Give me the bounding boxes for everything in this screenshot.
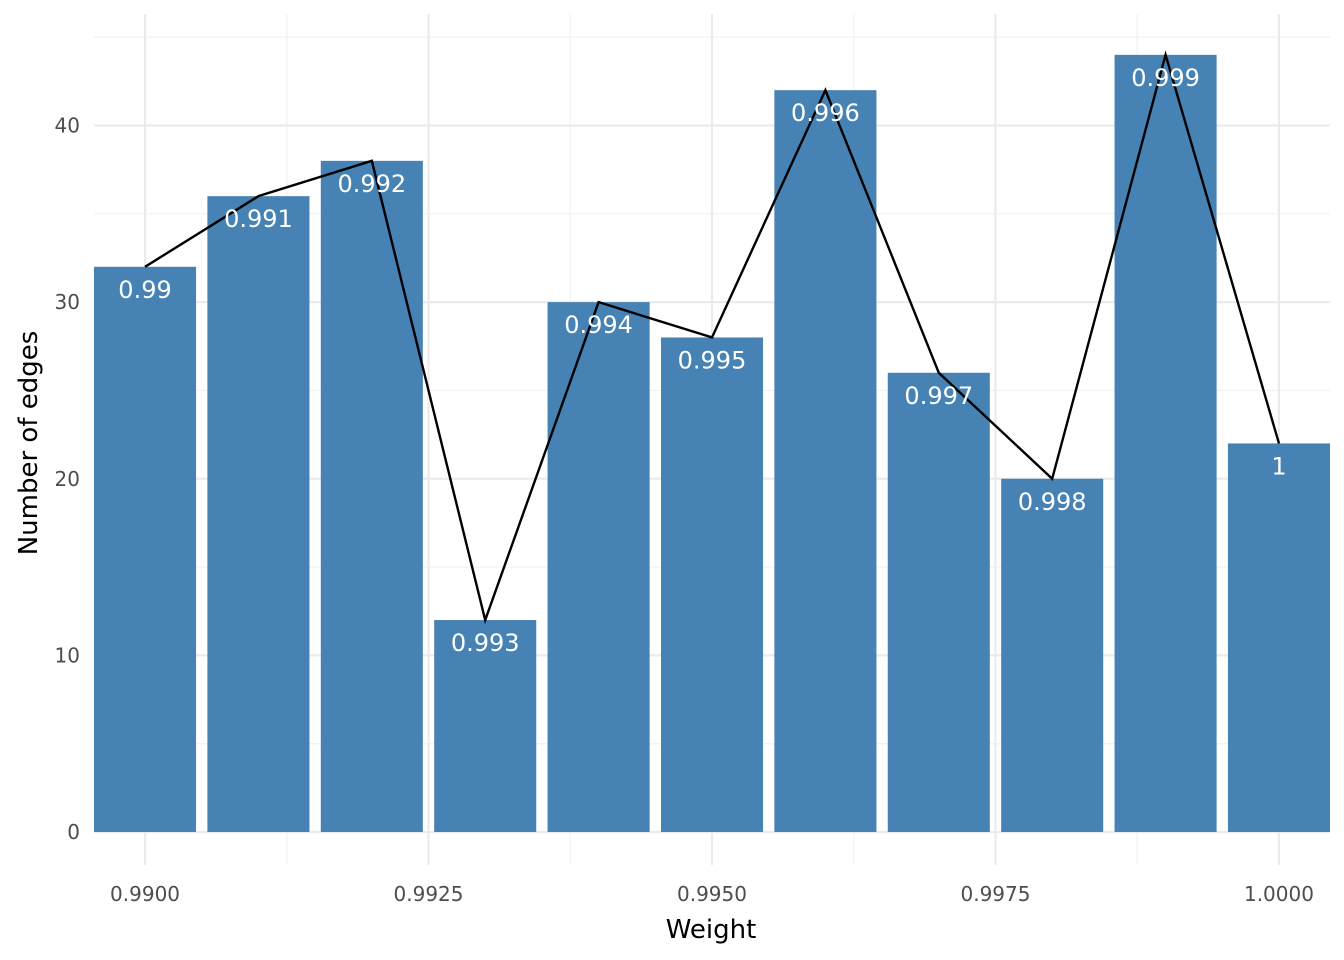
bar-label: 0.992 xyxy=(337,170,406,198)
trend-line-layer xyxy=(144,50,1281,625)
bar-label: 0.995 xyxy=(678,346,747,374)
bar-label: 0.999 xyxy=(1131,64,1200,92)
bar-label: 0.998 xyxy=(1018,488,1087,516)
y-tick-label: 40 xyxy=(55,114,80,138)
bar-label: 0.993 xyxy=(451,629,520,657)
x-tick-label: 0.9975 xyxy=(960,882,1030,906)
y-tick-label: 20 xyxy=(55,467,80,491)
bar xyxy=(207,196,310,833)
bar xyxy=(547,302,650,832)
bar xyxy=(320,160,423,832)
bar xyxy=(94,266,197,833)
bar xyxy=(1227,443,1330,832)
y-tick-label: 30 xyxy=(55,290,80,314)
y-tick-label: 0 xyxy=(67,820,80,844)
y-axis-title: Number of edges xyxy=(14,331,44,556)
x-axis-ticks: 0.9900 0.9925 0.9950 0.9975 1.0000 xyxy=(110,882,1314,906)
bar xyxy=(660,337,764,832)
y-tick-label: 10 xyxy=(55,643,80,667)
bar-label: 0.996 xyxy=(791,99,860,127)
bar xyxy=(1114,54,1217,833)
bar-label: 0.991 xyxy=(224,205,293,233)
x-axis-title: Weight xyxy=(666,915,757,945)
bar-label: 0.994 xyxy=(564,311,633,339)
bar xyxy=(434,620,537,832)
x-tick-label: 1.0000 xyxy=(1244,882,1314,906)
bars xyxy=(94,54,1330,833)
y-axis-ticks: 0 10 20 30 40 xyxy=(55,114,80,844)
bar-labels: 0.99 0.991 0.992 0.993 0.994 0.995 0.996 0.997 0… xyxy=(118,64,1286,657)
bar xyxy=(887,372,990,832)
bar xyxy=(1001,478,1104,832)
bar-label: 0.99 xyxy=(118,276,171,304)
x-tick-label: 0.9925 xyxy=(394,882,464,906)
trend-line xyxy=(144,50,1281,625)
x-tick-label: 0.9900 xyxy=(110,882,180,906)
x-tick-label: 0.9950 xyxy=(677,882,747,906)
bar-label: 1 xyxy=(1271,452,1286,480)
bar xyxy=(774,90,877,832)
bar-label: 0.997 xyxy=(904,382,973,410)
